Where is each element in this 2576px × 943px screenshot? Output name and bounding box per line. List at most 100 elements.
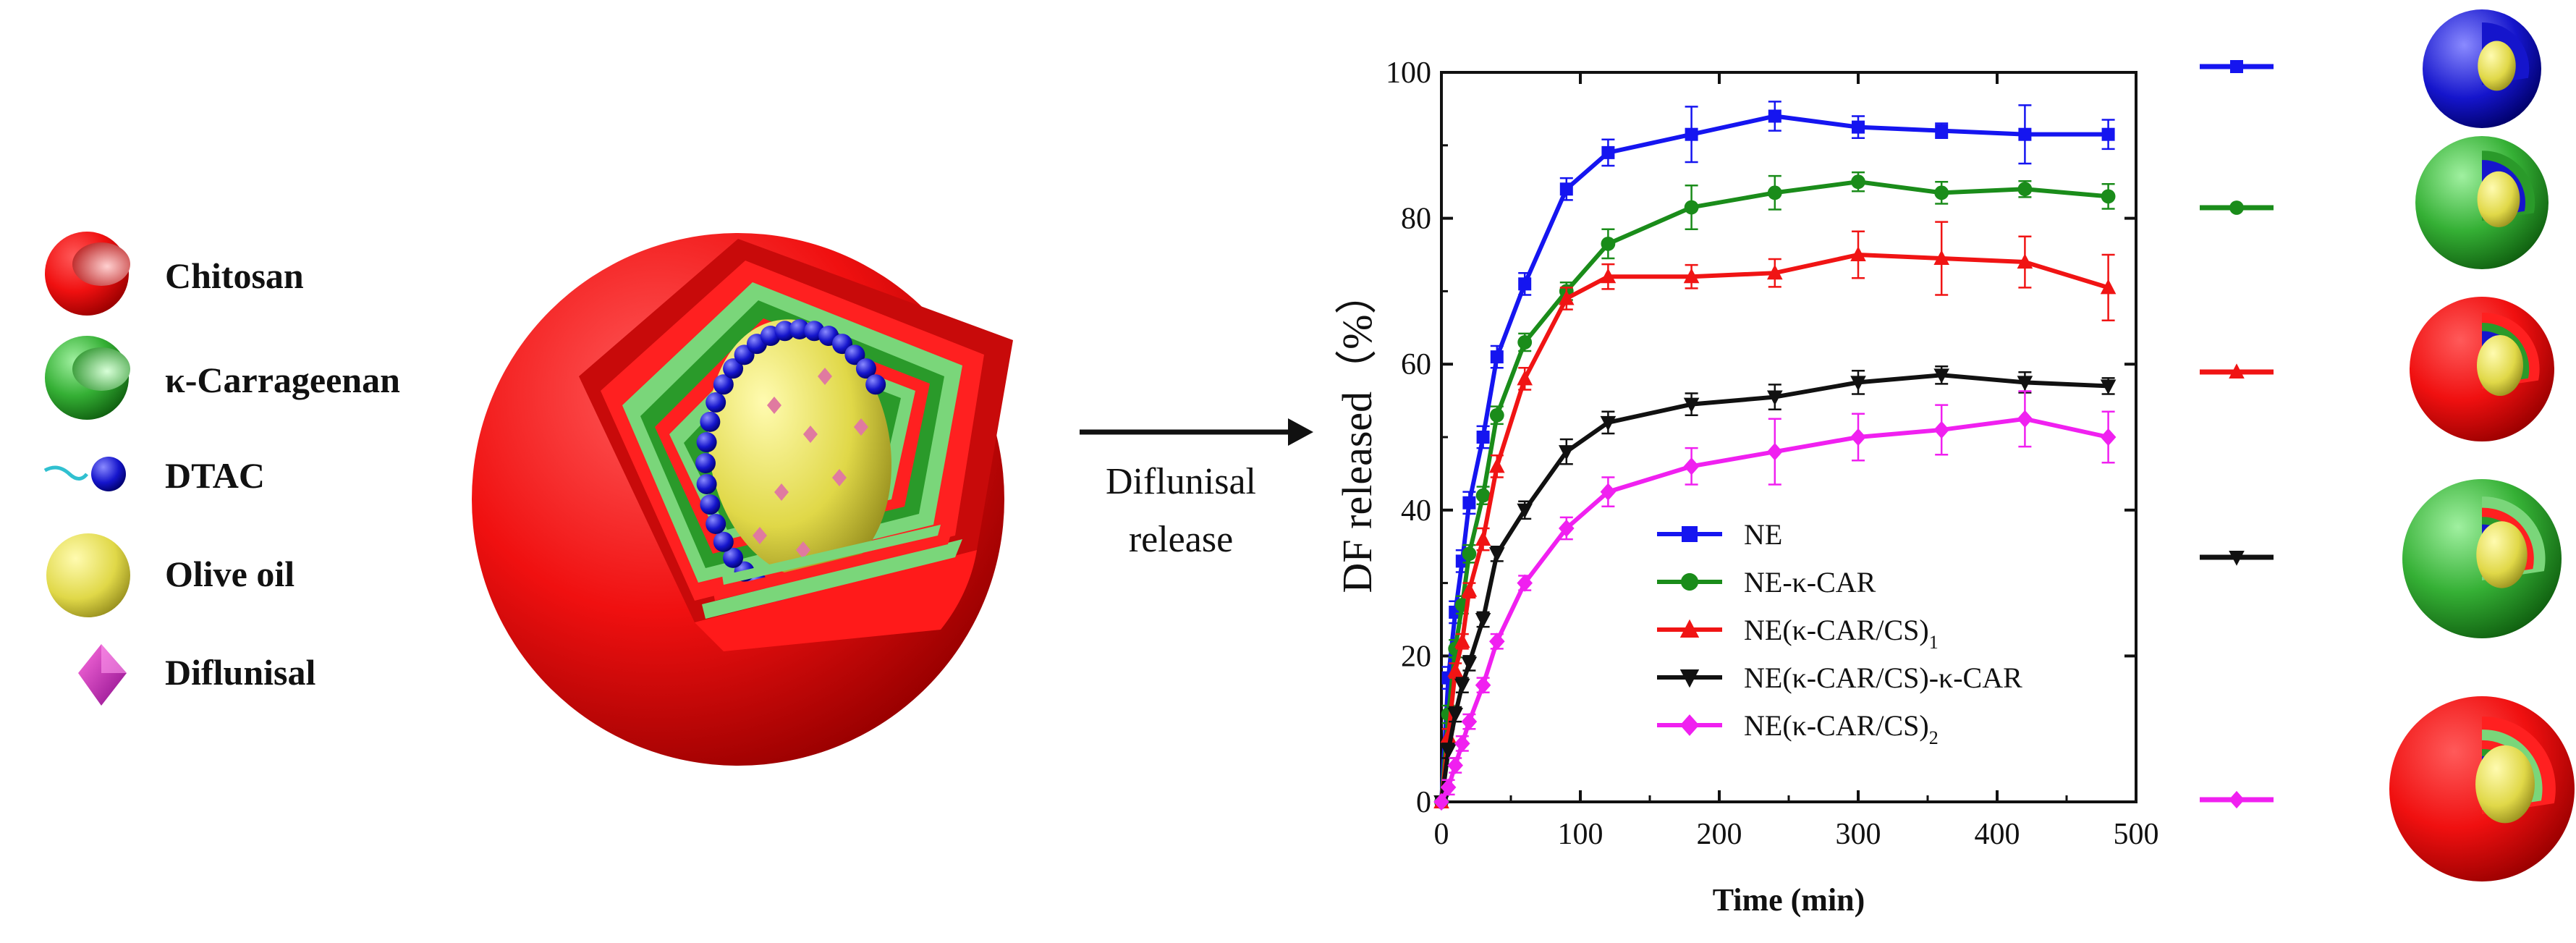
data-point — [1489, 407, 1504, 423]
diflunisal-particle — [803, 426, 818, 443]
dtac-bead — [696, 432, 717, 453]
key-marker — [2229, 363, 2245, 379]
mini-capsule-core — [2476, 521, 2528, 588]
data-point — [1767, 390, 1783, 406]
dtac-bead — [700, 494, 721, 515]
data-point — [2017, 376, 2033, 392]
data-point — [1559, 519, 1575, 538]
data-point — [2017, 182, 2033, 197]
mini-capsule-core — [2478, 41, 2516, 91]
diflunisal-particle — [767, 397, 781, 414]
data-point — [1489, 633, 1505, 651]
series-line — [1439, 179, 2109, 803]
diflunisal-particle — [818, 368, 832, 385]
diflunisal-particles — [753, 368, 868, 559]
dtac-bead — [789, 319, 810, 339]
chart-series — [1433, 101, 2117, 811]
data-point — [1933, 250, 1949, 266]
data-point — [1850, 428, 1866, 447]
y-tick-label: 80 — [1401, 203, 1431, 236]
y-tick-label: 20 — [1401, 640, 1431, 673]
data-point — [1490, 350, 1504, 364]
y-tick-label: 40 — [1401, 494, 1431, 528]
legend-label: NE(κ-CAR/CS)2 — [1744, 709, 1939, 748]
mini-capsule-core — [2475, 745, 2535, 824]
legend-label: NE — [1744, 518, 1782, 551]
key-marker — [2229, 551, 2245, 566]
data-point — [1518, 277, 1532, 291]
data-point — [1559, 445, 1575, 460]
y-axis-label: DF released（%） — [1334, 273, 1381, 593]
legend-subscript: 1 — [1929, 632, 1939, 653]
left-legend: Chitosan κ-Carrageenan DTAC Olive oil Di… — [43, 232, 400, 706]
diflunisal-particle — [774, 483, 789, 501]
y-tick-label: 60 — [1401, 348, 1431, 381]
series-line — [1439, 416, 2109, 803]
legend-label-olive-oil: Olive oil — [165, 554, 295, 594]
chitosan-shell-icon — [45, 232, 130, 316]
data-point — [1600, 415, 1617, 431]
data-point — [2101, 127, 2115, 141]
data-point — [1454, 678, 1470, 694]
data-point — [1934, 185, 1949, 200]
data-point — [1601, 236, 1616, 251]
data-point — [2100, 379, 2117, 395]
legend-swatch-marker — [1680, 572, 1699, 591]
diflunisal-particle — [753, 527, 767, 544]
data-point — [1440, 778, 1457, 796]
data-point — [1440, 744, 1457, 760]
data-point — [1683, 397, 1700, 413]
right-series-key — [2200, 9, 2575, 881]
key-marker — [2229, 790, 2245, 809]
data-point — [2101, 189, 2116, 204]
data-point — [2100, 428, 2117, 447]
data-point — [1475, 613, 1491, 628]
diflunisal-crystal-icon — [78, 644, 127, 706]
carrageenan-shell-icon — [45, 336, 130, 420]
diflunisal-particle — [854, 418, 868, 436]
dtac-molecule-icon — [43, 457, 126, 491]
legend-label: NE(κ-CAR/CS)-κ-CAR — [1744, 661, 2022, 694]
dtac-bead — [865, 374, 886, 395]
legend-label: NE-κ-CAR — [1744, 566, 1876, 599]
dtac-bead — [713, 531, 734, 552]
data-point — [1767, 264, 1783, 280]
data-point — [2017, 410, 2033, 428]
data-point — [1600, 268, 1617, 284]
chart-legend: NE NE-κ-CAR NE(κ-CAR/CS)1 NE(κ-CAR/CS)-κ-CA… — [1657, 518, 2022, 748]
data-point — [1559, 289, 1575, 305]
dtac-bead — [695, 453, 716, 473]
data-point — [1447, 661, 1463, 677]
arrow-label-line2: release — [1129, 519, 1233, 560]
data-point — [1935, 124, 1949, 138]
data-point — [1683, 268, 1700, 284]
data-point — [1684, 200, 1699, 215]
data-point — [1461, 581, 1478, 597]
series-line — [1439, 252, 2109, 803]
mini-capsule-core — [2477, 171, 2520, 228]
x-tick-label: 0 — [1434, 818, 1449, 851]
olive-oil-droplet-icon — [46, 533, 130, 617]
nanocapsule-cutaway-illustration — [472, 233, 1013, 766]
data-point — [1475, 530, 1491, 546]
data-point — [1475, 488, 1491, 503]
legend-label-dtac: DTAC — [165, 455, 265, 496]
legend-swatch-marker — [1679, 619, 1700, 638]
data-point — [1768, 109, 1781, 123]
data-point — [1850, 246, 1866, 261]
chart-axes: 0 100 200 300 400 500 0 20 40 60 80 100 — [1386, 56, 2159, 851]
data-point — [1517, 574, 1533, 592]
x-tick-label: 300 — [1836, 818, 1881, 851]
legend-swatch-marker — [1682, 526, 1698, 542]
data-point — [1601, 145, 1615, 159]
dtac-bead — [696, 473, 717, 494]
dtac-bead — [723, 547, 744, 568]
legend-label-carrageenan: κ-Carrageenan — [165, 360, 400, 400]
y-tick-label: 0 — [1416, 786, 1431, 819]
data-point — [1767, 185, 1782, 200]
dtac-bead — [844, 344, 865, 365]
x-tick-label: 100 — [1558, 818, 1603, 851]
dtac-bead — [855, 358, 876, 379]
